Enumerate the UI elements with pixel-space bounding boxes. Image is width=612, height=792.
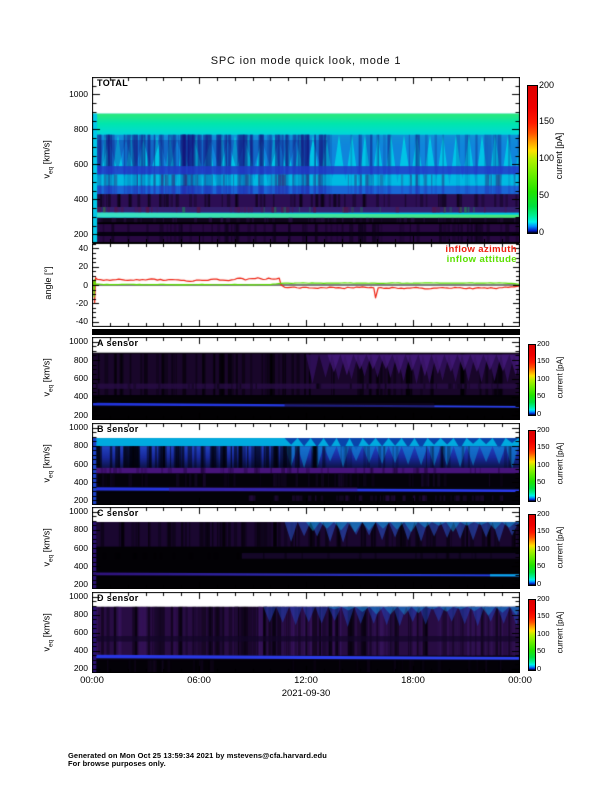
- c-sensor-spectrogram-canvas: [92, 507, 520, 589]
- colorbar-tick-b: 150: [537, 442, 550, 451]
- footer-browse-line: For browse purposes only.: [68, 759, 166, 768]
- angle-tick-label: 0: [83, 279, 88, 290]
- d-sensor-spectrogram-canvas: [92, 592, 520, 673]
- colorbar-tick-c: 0: [537, 578, 542, 588]
- colorbar-c: [528, 514, 536, 586]
- colorbar-tick-a: 100: [537, 373, 550, 383]
- panel-c-sensor: C sensor: [92, 507, 520, 589]
- colorbar-tick-total: 150: [539, 116, 555, 127]
- v-tick-label-d: 400: [73, 645, 88, 655]
- angle-xaxis-dense-ticks: [92, 329, 520, 335]
- x-axis-date-label: 2021-09-30: [281, 688, 331, 699]
- colorbar-tick-total: 0: [539, 226, 545, 237]
- x-tick-0600: 06:00: [187, 675, 211, 686]
- x-tick-1200: 12:00: [294, 675, 318, 686]
- v-tick-label-b: 800: [73, 440, 88, 451]
- panel-d-sensor: D sensor: [92, 592, 520, 673]
- colorbar-tick-c: 100: [537, 543, 550, 553]
- angle-tick-label: -40: [75, 316, 88, 327]
- angle-tick-label: 20: [78, 261, 88, 272]
- legend-inflow-azimuth: inflow azimuth: [445, 244, 517, 255]
- v-tick-label-total: 600: [73, 158, 88, 169]
- colorbar-tick-c: 200: [537, 508, 550, 518]
- colorbar-tick-a: 50: [537, 391, 546, 400]
- v-tick-label-c: 200: [73, 578, 88, 589]
- v-tick-label-c: 400: [73, 560, 88, 571]
- chart-title: SPC ion mode quick look, mode 1: [210, 55, 402, 67]
- a-sensor-spectrogram-canvas: [92, 337, 520, 420]
- colorbar-tick-d: 200: [537, 593, 550, 603]
- colorbar-tick-b: 200: [537, 424, 550, 434]
- colorbar-tick-a: 200: [537, 338, 550, 348]
- angle-legend: inflow azimuth inflow attitude: [92, 245, 517, 264]
- colorbar-tick-c: 150: [537, 526, 550, 535]
- v-tick-label-c: 1000: [69, 506, 88, 517]
- b-sensor-spectrogram-canvas: [92, 423, 520, 505]
- v-tick-label-b: 1000: [69, 422, 88, 433]
- colorbar-b: [528, 430, 536, 502]
- v-tick-label-total: 400: [73, 193, 88, 204]
- v-tick-label-b: 200: [73, 494, 88, 505]
- panel-b-sensor: B sensor: [92, 423, 520, 505]
- x-tick-0000-right: 00:00: [508, 675, 532, 686]
- x-tick-0000-left: 00:00: [80, 675, 104, 686]
- ylabel-sub: eq: [47, 384, 55, 393]
- panel-c-label: C sensor: [97, 508, 139, 518]
- colorbar-tick-a: 0: [537, 408, 542, 418]
- colorbar-tick-a: 150: [537, 356, 550, 365]
- x-tick-1800: 18:00: [401, 675, 425, 686]
- colorbar-tick-b: 0: [537, 494, 542, 504]
- colorbar-tick-d: 100: [537, 628, 550, 638]
- footer-generated-line: Generated on Mon Oct 25 13:59:34 2021 by…: [68, 751, 327, 760]
- colorbar-tick-c: 50: [537, 561, 546, 570]
- total-spectrogram-canvas: [92, 77, 520, 243]
- v-tick-label-a: 600: [73, 373, 88, 383]
- ylabel-v: v: [41, 174, 52, 179]
- angle-tick-label: -20: [75, 297, 88, 308]
- v-tick-label-a: 1000: [69, 336, 88, 347]
- legend-inflow-attitude: inflow attitude: [446, 253, 517, 265]
- panel-a-label: A sensor: [97, 338, 139, 348]
- v-tick-label-total: 1000: [69, 88, 88, 99]
- v-tick-label-d: 1000: [69, 591, 88, 601]
- colorbar-tick-total: 200: [539, 79, 555, 90]
- colorbar-tick-b: 100: [537, 459, 550, 469]
- panel-angle: [92, 243, 520, 327]
- v-tick-label-total: 200: [73, 228, 88, 239]
- v-tick-label-a: 800: [73, 354, 88, 365]
- panel-d-label: D sensor: [97, 593, 139, 603]
- colorbar-tick-total: 50: [539, 189, 550, 200]
- v-tick-label-total: 800: [73, 123, 88, 134]
- v-tick-label-c: 600: [73, 542, 88, 553]
- angle-line-canvas: [92, 243, 520, 327]
- v-tick-label-b: 600: [73, 458, 88, 469]
- v-tick-label-d: 600: [73, 627, 88, 637]
- colorbar-a: [528, 344, 536, 416]
- panel-total: TOTAL: [92, 77, 520, 243]
- colorbar-tick-b: 50: [537, 477, 546, 486]
- v-tick-label-d: 800: [73, 609, 88, 619]
- colorbar-tick-total: 100: [539, 153, 555, 163]
- colorbar-tick-d: 50: [537, 646, 546, 655]
- v-tick-label-b: 400: [73, 476, 88, 487]
- panel-total-label: TOTAL: [97, 78, 129, 88]
- colorbar-total: [527, 85, 538, 234]
- angle-tick-label: 40: [78, 242, 88, 253]
- v-tick-label-d: 200: [73, 663, 88, 673]
- colorbar-tick-d: 0: [537, 663, 542, 673]
- panel-b-label: B sensor: [97, 424, 139, 434]
- v-tick-label-a: 400: [73, 391, 88, 402]
- v-tick-label-c: 800: [73, 524, 88, 535]
- panel-a-sensor: A sensor: [92, 337, 520, 420]
- v-tick-label-a: 200: [73, 409, 88, 420]
- colorbar-d: [528, 599, 536, 671]
- colorbar-tick-d: 150: [537, 611, 550, 620]
